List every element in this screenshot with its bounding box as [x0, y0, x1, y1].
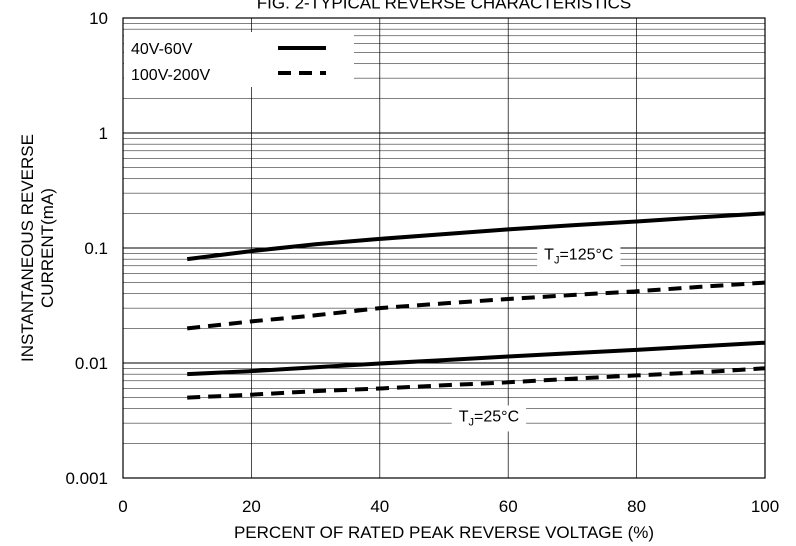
legend-label-100v-200v: 100V-200V	[131, 67, 211, 84]
x-tick-label: 80	[627, 497, 646, 516]
series-line-3	[187, 340, 766, 377]
svg-text:TJ=25°C: TJ=25°C	[459, 408, 519, 428]
legend-box	[124, 32, 354, 87]
tj-25-symbol: T	[459, 408, 469, 425]
series-layer	[186, 211, 766, 400]
tj-25-value: =25	[474, 408, 501, 425]
x-tick-label: 60	[499, 497, 518, 516]
x-tick-label: 20	[242, 497, 261, 516]
y-tick-label: 0.001	[65, 469, 108, 488]
y-axis-label: INSTANTANEOUS REVERSE CURRENT(mA)	[18, 134, 57, 362]
y-tick-label: 0.01	[75, 354, 108, 373]
y-axis-label-line-1: INSTANTANEOUS REVERSE	[18, 134, 37, 362]
x-axis-label: PERCENT OF RATED PEAK REVERSE VOLTAGE (%…	[234, 523, 654, 542]
chart-title: FIG. 2-TYPICAL REVERSE CHARACTERISTICS	[257, 0, 631, 12]
y-axis-label-line-2: CURRENT(mA)	[38, 188, 57, 308]
x-axis-tick-labels: 0 20 40 60 80 100	[118, 497, 779, 516]
legend: 40V-60V 100V-200V	[124, 32, 354, 87]
y-tick-label: 10	[89, 9, 108, 28]
tj-125-unit: °C	[596, 246, 614, 263]
plot-frame	[122, 17, 766, 479]
x-tick-label: 0	[118, 497, 127, 516]
y-tick-label: 0.1	[84, 239, 108, 258]
series-line-2	[186, 280, 766, 331]
tj-25-unit: °C	[501, 408, 519, 425]
legend-label-40v-60v: 40V-60V	[131, 41, 193, 58]
tj-125-subscript: J	[554, 254, 560, 266]
y-tick-label: 1	[99, 124, 108, 143]
tj-125-value: =125	[559, 246, 595, 263]
tj-25-subscript: J	[469, 416, 475, 428]
x-tick-label: 100	[751, 497, 779, 516]
y-axis-tick-labels: 0.001 0.01 0.1 1 10	[65, 9, 108, 488]
tj-25-annotation: TJ=25°C	[451, 405, 527, 432]
series-line-1	[186, 211, 766, 262]
x-tick-label: 40	[370, 497, 389, 516]
tj-125-annotation: TJ=125°C	[537, 243, 621, 270]
svg-text:TJ=125°C: TJ=125°C	[544, 246, 613, 266]
minor-gridlines	[123, 23, 765, 444]
series-line-4	[187, 366, 766, 400]
tj-125-symbol: T	[544, 246, 554, 263]
